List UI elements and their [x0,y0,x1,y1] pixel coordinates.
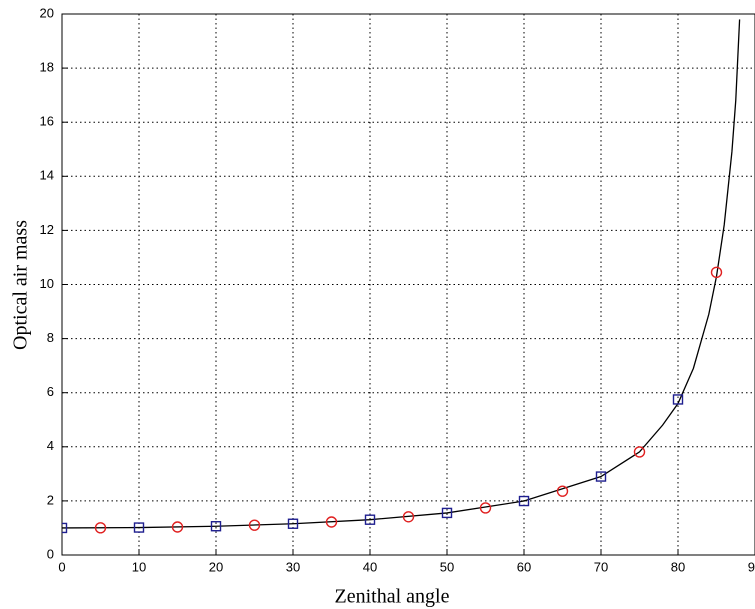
y-axis-label: Optical air mass [10,220,32,350]
square-marker [287,518,299,529]
circle-marker [325,516,338,528]
x-tick-label: 50 [440,559,454,574]
y-tick-label: 10 [40,276,54,291]
curve [62,19,741,529]
plot-area [62,19,741,534]
x-tick-label: 20 [209,559,223,574]
y-tick-label: 18 [40,60,54,75]
circle-marker [556,485,569,497]
circle-marker [171,521,184,533]
x-tick-label: 80 [671,559,685,574]
circle-marker [633,446,646,458]
square-marker [441,507,453,519]
square-marker [210,521,222,532]
y-tick-label: 16 [40,114,54,129]
x-tick-label: 60 [517,559,531,574]
plot-frame [61,13,755,556]
x-tick-label: 0 [58,559,65,574]
square-marker [62,522,68,534]
x-tick-label: 30 [286,559,300,574]
y-tick-label: 14 [40,168,54,183]
x-tick-label: 70 [594,559,608,574]
x-axis-label: Zenithal angle [335,586,450,608]
square-marker [364,514,376,525]
y-tick-label: 0 [47,546,54,561]
circle-marker [710,266,723,279]
y-tick-label: 8 [47,330,54,345]
square-marker [672,394,684,405]
circle-marker [248,519,261,531]
y-tick-label: 4 [47,438,54,453]
x-tick-label: 40 [363,559,377,574]
x-tick-label: 90 [748,559,755,574]
square-marker [595,471,607,482]
y-tick-label: 6 [47,384,54,399]
y-tick-label: 20 [40,5,54,20]
square-marker [133,522,145,533]
x-tick-label: 10 [132,559,146,574]
y-tick-label: 2 [47,492,54,507]
circle-marker [479,502,492,514]
circle-marker [94,522,107,534]
circle-marker [402,511,415,523]
y-tick-label: 12 [40,222,54,237]
square-marker [518,495,530,507]
